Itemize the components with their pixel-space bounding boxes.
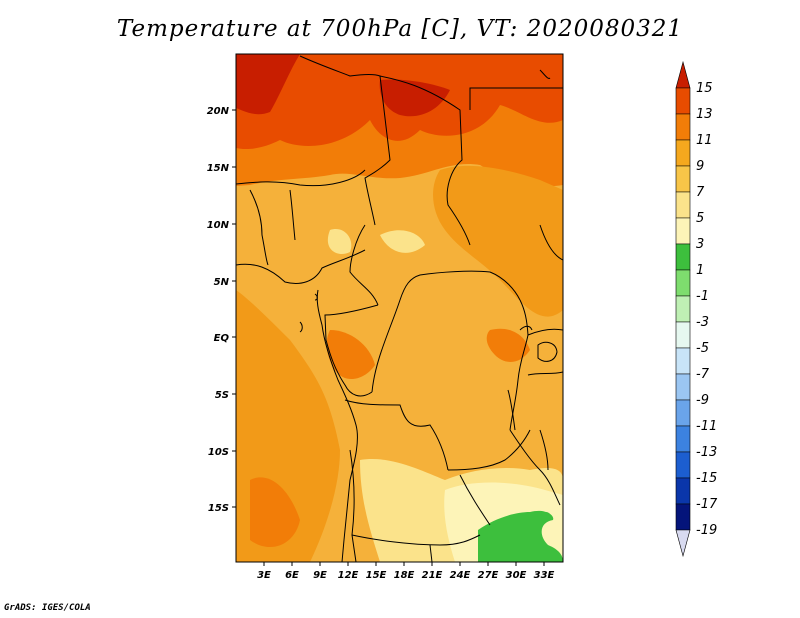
lat-label-15n: 15N — [207, 163, 230, 174]
lon-label-18e: 18E — [394, 570, 415, 581]
colorbar-label: -3 — [696, 315, 709, 330]
colorbar-label: -17 — [696, 497, 718, 512]
lat-label-10n: 10N — [207, 220, 230, 231]
latitude-axis: 20N 15N 10N 5N EQ 5S 10S 15S — [207, 106, 236, 514]
lakes — [507, 325, 558, 471]
colorbar-label: -9 — [696, 393, 709, 408]
lon-label-15e: 15E — [366, 570, 387, 581]
colorbar-label: 1 — [696, 263, 704, 278]
colorbar-swatch — [675, 373, 691, 401]
colorbar-swatch — [675, 347, 691, 375]
colorbar-swatch — [675, 321, 691, 349]
colorbar-swatch — [675, 243, 691, 271]
colorbar-label: -13 — [696, 445, 717, 460]
lon-label-30e: 30E — [506, 570, 527, 581]
lat-label-5n: 5N — [214, 277, 230, 288]
lon-label-27e: 27E — [478, 570, 499, 581]
colorbar-label: 11 — [696, 133, 713, 148]
lon-label-6e: 6E — [285, 570, 299, 581]
lon-label-3e: 3E — [257, 570, 271, 581]
longitude-axis: 3E 6E 9E 12E 15E 18E 21E 24E 27E 30E 33E — [257, 562, 555, 581]
lat-label-20n: 20N — [207, 106, 230, 117]
lat-label-5s: 5S — [215, 390, 229, 401]
colorbar-swatch — [675, 139, 691, 167]
colorbar-label: -1 — [696, 289, 709, 304]
lon-label-33e: 33E — [534, 570, 555, 581]
lat-label-15s: 15S — [208, 503, 229, 514]
colorbar-swatch — [675, 503, 691, 531]
colorbar-swatch — [675, 87, 691, 115]
colorbar-swatch — [675, 425, 691, 453]
country-borders — [236, 55, 563, 562]
colorbar: 15 13 11 9 7 5 3 1 -1 -3 -5 -7 -9 -11 -13 -15 -17 -19 — [675, 60, 718, 558]
colorbar-label: 15 — [696, 81, 713, 96]
colorbar-swatch — [675, 113, 691, 141]
map-title: Temperature at 700hPa [C], VT: 202008032… — [116, 16, 684, 42]
colorbar-swatch — [675, 451, 691, 479]
colorbar-swatch — [675, 529, 691, 558]
lat-label-eq: EQ — [214, 333, 230, 344]
colorbar-label: 7 — [696, 185, 705, 200]
colorbar-label: -15 — [696, 471, 717, 486]
colorbar-swatch — [675, 60, 691, 89]
colorbar-label: -19 — [696, 523, 717, 538]
lat-label-10s: 10S — [208, 447, 229, 458]
map-frame — [235, 53, 564, 563]
colorbar-label: 5 — [696, 211, 704, 226]
colorbar-swatch — [675, 269, 691, 297]
colorbar-label: -5 — [696, 341, 709, 356]
colorbar-swatch — [675, 165, 691, 193]
temperature-field — [236, 54, 563, 562]
colorbar-label: 9 — [696, 159, 704, 174]
lon-label-21e: 21E — [422, 570, 443, 581]
lon-label-9e: 9E — [313, 570, 327, 581]
grads-credit: GrADS: IGES/COLA — [4, 603, 91, 613]
colorbar-swatch — [675, 399, 691, 427]
colorbar-swatch — [675, 217, 691, 245]
colorbar-swatch — [675, 477, 691, 505]
colorbar-label: -11 — [696, 419, 717, 434]
lon-label-24e: 24E — [450, 570, 471, 581]
colorbar-swatch — [675, 191, 691, 219]
colorbar-label: 3 — [696, 237, 704, 252]
colorbar-label: -7 — [696, 367, 710, 382]
colorbar-label: 13 — [696, 107, 713, 122]
lon-label-12e: 12E — [338, 570, 359, 581]
colorbar-swatch — [675, 295, 691, 323]
